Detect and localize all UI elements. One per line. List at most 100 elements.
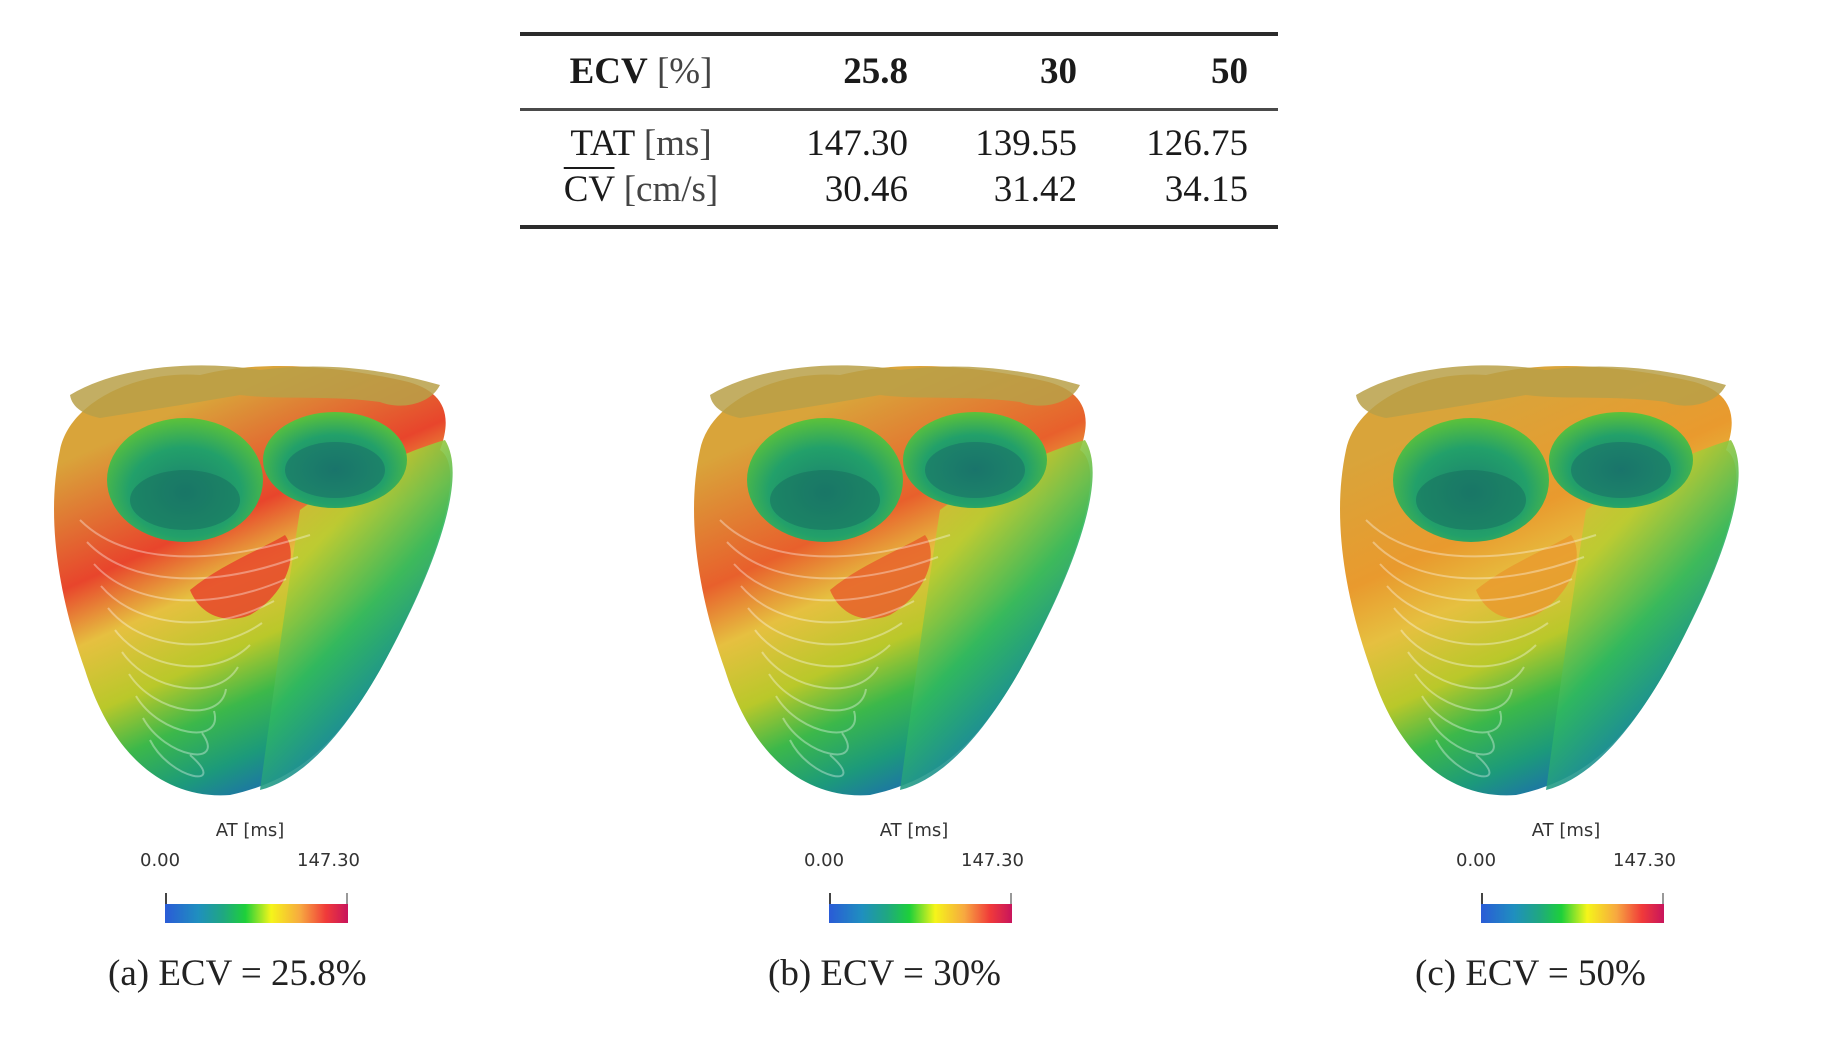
isochrone-line: [1421, 695, 1503, 734]
colorbar-max-label: 147.30: [297, 850, 360, 871]
isochrone-line: [1372, 541, 1585, 580]
colorbar: AT [ms] 0.00 147.30: [1456, 820, 1676, 930]
isochrone-line: [107, 607, 263, 646]
colorbar-tick-min: [1481, 893, 1483, 905]
colorbar-tick-min: [829, 893, 831, 905]
table-row-tat: TAT [ms] 147.30 139.55 126.75: [520, 121, 1278, 167]
cavity-depth: [925, 442, 1025, 498]
colorbar-title: AT [ms]: [1531, 820, 1601, 841]
colorbar-tick-min: [165, 893, 167, 905]
colorbar-gradient: [829, 904, 1012, 923]
isochrone-line: [1407, 651, 1525, 690]
heart-side-wall: [900, 440, 1093, 790]
colorbar-gradient: [165, 904, 348, 923]
row-label-name: TAT: [570, 123, 635, 164]
isochrone-line: [1414, 673, 1513, 712]
panel-b: AT [ms] 0.00 147.30 (b) ECV = 30%: [640, 340, 1200, 1020]
isochrone-line: [114, 629, 251, 668]
cavity-depth: [130, 470, 240, 530]
tat-value-1: 147.30: [806, 123, 908, 164]
table-bottom-rule: [520, 225, 1278, 229]
results-table: ECV [%] 25.8 30 50 TAT [ms] 147.30 139.5…: [520, 32, 1278, 229]
colorbar-tick-max: [346, 893, 348, 905]
table-mid-rule: [520, 108, 1278, 111]
isochrone-line: [789, 739, 845, 778]
heart-activation-map: [54, 365, 453, 796]
row-label-tat: TAT [ms]: [520, 121, 762, 167]
colorbar-gradient: [1481, 904, 1664, 923]
table-top-rule: [520, 32, 1278, 36]
heart-side-wall: [260, 440, 453, 790]
colorbar-max-label: 147.30: [961, 850, 1024, 871]
row-label-cv: CV [cm/s]: [520, 167, 762, 213]
colorbar: AT [ms] 0.00 147.30: [804, 820, 1024, 930]
isochrone-line: [142, 717, 209, 756]
cavity-depth: [1416, 470, 1526, 530]
subfigure-caption: (a) ECV = 25.8%: [108, 953, 367, 994]
header-ecv-1: 25.8: [843, 51, 908, 92]
cv-value-1: 30.46: [824, 169, 908, 210]
isochrone-line: [1365, 519, 1597, 558]
valve-plane: [1356, 365, 1726, 418]
table-header-row: ECV [%] 25.8 30 50: [520, 36, 1278, 108]
isochrone-line: [1435, 739, 1491, 778]
tat-value-2: 139.55: [975, 123, 1077, 164]
cavity-depth: [285, 442, 385, 498]
isochrone-line: [1386, 585, 1561, 624]
header-label-name: ECV: [569, 51, 648, 92]
isochrone-line: [747, 607, 903, 646]
isochrone-line: [1393, 607, 1549, 646]
cavity-depth: [770, 470, 880, 530]
isochrone-line: [93, 563, 287, 602]
subfigure-caption: (c) ECV = 50%: [1415, 953, 1646, 994]
panel-a: AT [ms] 0.00 147.30 (a) ECV = 25.8%: [0, 340, 560, 1020]
valve-plane: [70, 365, 440, 418]
isochrone-line: [782, 717, 849, 756]
late-activation-region: [190, 535, 291, 619]
isochrone-line: [719, 519, 951, 558]
isochrone-line: [1379, 563, 1573, 602]
isochrone-line: [740, 585, 915, 624]
isochrone-line: [1400, 629, 1537, 668]
isochrone-line: [726, 541, 939, 580]
header-ecv-3: 50: [1211, 51, 1248, 92]
cv-value-3: 34.15: [1164, 169, 1248, 210]
isochrone-line: [761, 651, 879, 690]
heart-activation-map: [1340, 365, 1739, 796]
colorbar-min-label: 0.00: [140, 850, 181, 871]
row-label-unit: [ms]: [643, 123, 712, 164]
subfigure-caption: (b) ECV = 30%: [768, 953, 1001, 994]
isochrone-line: [86, 541, 299, 580]
table-row-cv: CV [cm/s] 30.46 31.42 34.15: [520, 167, 1278, 213]
colorbar: AT [ms] 0.00 147.30: [140, 820, 360, 930]
isochrone-line: [754, 629, 891, 668]
tat-value-3: 126.75: [1146, 123, 1248, 164]
heart-side-wall: [1546, 440, 1739, 790]
colorbar-title: AT [ms]: [879, 820, 949, 841]
colorbar-tick-max: [1010, 893, 1012, 905]
colorbar-max-label: 147.30: [1613, 850, 1676, 871]
isochrone-line: [1428, 717, 1495, 756]
row-label-unit: [cm/s]: [623, 169, 719, 210]
valve-plane: [710, 365, 1080, 418]
isochrone-line: [149, 739, 205, 778]
isochrone-line: [775, 695, 857, 734]
heart-activation-map: [694, 365, 1093, 796]
header-label: ECV [%]: [520, 36, 762, 108]
isochrone-line: [79, 519, 311, 558]
isochrone-line: [121, 651, 239, 690]
isochrone-line: [768, 673, 867, 712]
colorbar-tick-max: [1662, 893, 1664, 905]
isochrone-line: [135, 695, 217, 734]
colorbar-min-label: 0.00: [804, 850, 845, 871]
header-ecv-2: 30: [1040, 51, 1077, 92]
cavity-depth: [1571, 442, 1671, 498]
isochrone-line: [100, 585, 275, 624]
isochrone-line: [733, 563, 927, 602]
cv-value-2: 31.42: [993, 169, 1077, 210]
row-label-name: CV: [563, 169, 615, 210]
late-activation-region: [1476, 535, 1577, 619]
colorbar-title: AT [ms]: [215, 820, 285, 841]
panel-c: AT [ms] 0.00 147.30 (c) ECV = 50%: [1286, 340, 1841, 1020]
header-label-unit: [%]: [656, 51, 713, 92]
